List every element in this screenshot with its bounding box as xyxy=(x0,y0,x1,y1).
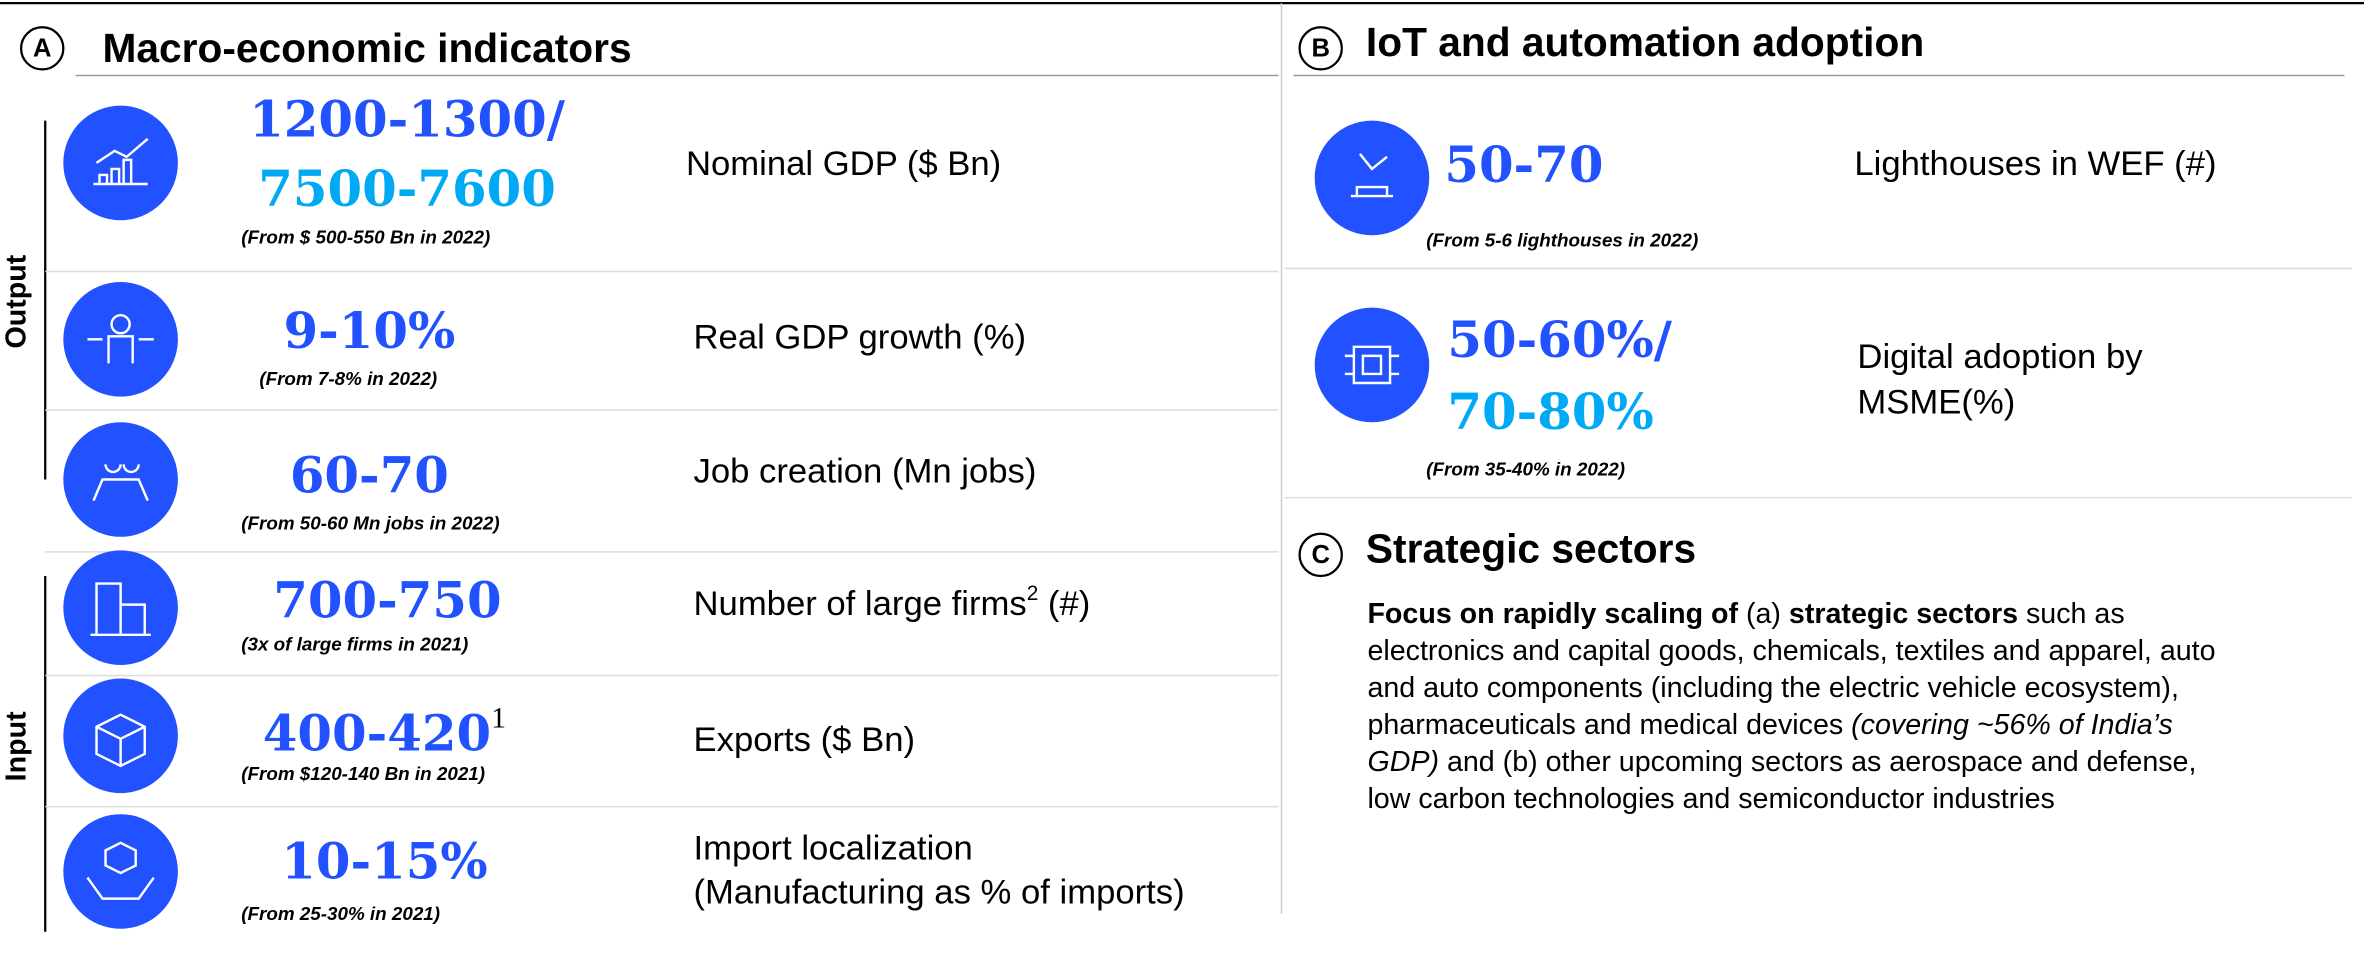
icon-stroke xyxy=(93,137,149,186)
icon xyxy=(1314,120,1430,236)
paragraph-run: strategic sectors xyxy=(1789,598,2018,630)
paragraph-run: electronics and capital goods, chemicals… xyxy=(1367,635,2215,667)
section-badge xyxy=(19,26,65,71)
note: (From $ 500-550 Bn in 2022) xyxy=(241,226,490,247)
paragraph-run: pharmaceuticals and medical devices xyxy=(1367,709,1851,741)
indicator-label: Nominal GDP ($ Bn) xyxy=(686,145,1001,183)
icon xyxy=(63,105,178,221)
icon-stroke xyxy=(86,841,155,900)
icon xyxy=(63,678,178,794)
paragraph-line: Focus on rapidly scaling of (a) strategi… xyxy=(1367,598,2124,630)
icon-stroke xyxy=(95,713,146,768)
paragraph-run: Focus on rapidly scaling of xyxy=(1367,598,1738,630)
icon-glyph xyxy=(1344,345,1400,385)
note: (From $120-140 Bn in 2021) xyxy=(241,763,485,784)
section-letter: B xyxy=(1311,35,1330,63)
icon-stroke xyxy=(1344,345,1400,385)
icon-stroke xyxy=(90,582,151,637)
note: (3x of large firms in 2021) xyxy=(241,633,468,654)
label-text: Number of large firms xyxy=(694,585,1027,623)
icon-glyph xyxy=(87,313,154,364)
paragraph-line: GDP) and (b) other upcoming sectors as a… xyxy=(1367,746,2196,778)
section-title: IoT and automation adoption xyxy=(1366,19,1924,65)
value-text: 400-420 xyxy=(263,703,491,762)
value: 60-70 xyxy=(290,446,449,505)
label-text: (#) xyxy=(1038,585,1090,623)
icon-glyph xyxy=(93,137,149,186)
indicator-label: Import localization xyxy=(694,830,973,868)
paragraph-run: and (b) other upcoming sectors as aerosp… xyxy=(1439,746,2196,778)
paragraph-line: low carbon technologies and semiconducto… xyxy=(1367,782,2054,814)
icon xyxy=(63,814,178,929)
indicator-label: MSME(%) xyxy=(1857,383,2015,421)
paragraph-line: pharmaceuticals and medical devices (cov… xyxy=(1367,709,2172,741)
indicator-label: Digital adoption by xyxy=(1857,338,2143,376)
note: (From 35-40% in 2022) xyxy=(1426,458,1625,479)
superscript: 1 xyxy=(491,702,506,735)
indicator-label: Real GDP growth (%) xyxy=(694,318,1027,356)
section-badge xyxy=(1298,26,1343,71)
icon-stroke xyxy=(92,464,149,502)
note: (From 25-30% in 2021) xyxy=(241,903,440,924)
paragraph-line: and auto components (including the elect… xyxy=(1367,672,2178,704)
icon-glyph xyxy=(90,582,151,637)
value: 50-70 xyxy=(1444,135,1603,194)
icon-stroke xyxy=(87,313,154,364)
section-title: Strategic sectors xyxy=(1366,526,1696,572)
indicator-label: Number of large firms2 (#) xyxy=(694,582,1091,623)
section-badge xyxy=(1298,532,1343,578)
note: (From 7-8% in 2022) xyxy=(259,368,437,389)
icon-glyph xyxy=(1350,153,1394,198)
icon-glyph xyxy=(95,713,146,768)
value: 50-60%/ xyxy=(1447,310,1672,369)
value: 70-80% xyxy=(1447,382,1653,441)
paragraph-run: and auto components (including the elect… xyxy=(1367,672,2178,704)
value: 7500-7600 xyxy=(258,159,556,218)
icon xyxy=(63,282,178,397)
indicator-label: Exports ($ Bn) xyxy=(694,721,916,759)
value: 10-15% xyxy=(281,831,487,890)
indicator-label: Lighthouses in WEF (#) xyxy=(1854,145,2216,183)
paragraph-run: such as xyxy=(2018,598,2125,630)
note: (From 5-6 lighthouses in 2022) xyxy=(1426,229,1698,250)
note: (From 50-60 Mn jobs in 2022) xyxy=(241,513,499,534)
group-label: Output xyxy=(1,254,33,348)
section-letter: C xyxy=(1311,541,1330,569)
paragraph-line: electronics and capital goods, chemicals… xyxy=(1367,635,2215,667)
indicator-label: (Manufacturing as % of imports) xyxy=(694,873,1185,911)
value: 700-750 xyxy=(273,571,501,630)
value: 1200-1300/ xyxy=(249,90,566,149)
group-label: Input xyxy=(1,711,33,781)
paragraph-run: (a) xyxy=(1738,598,1789,630)
value: 9-10% xyxy=(283,301,455,360)
paragraph-run: (covering ~56% of India’s xyxy=(1851,709,2173,741)
superscript: 2 xyxy=(1027,582,1039,605)
indicator-label: Job creation (Mn jobs) xyxy=(694,453,1037,491)
paragraph-run: GDP) xyxy=(1367,746,1439,778)
icon xyxy=(1314,307,1430,423)
section-letter: A xyxy=(33,35,52,63)
icon-glyph xyxy=(92,464,149,502)
section-title: Macro-economic indicators xyxy=(103,25,632,71)
paragraph-run: low carbon technologies and semiconducto… xyxy=(1367,782,2054,814)
icon-glyph xyxy=(86,841,155,900)
value: 400-4201 xyxy=(263,702,506,763)
icon-stroke xyxy=(1350,153,1394,198)
